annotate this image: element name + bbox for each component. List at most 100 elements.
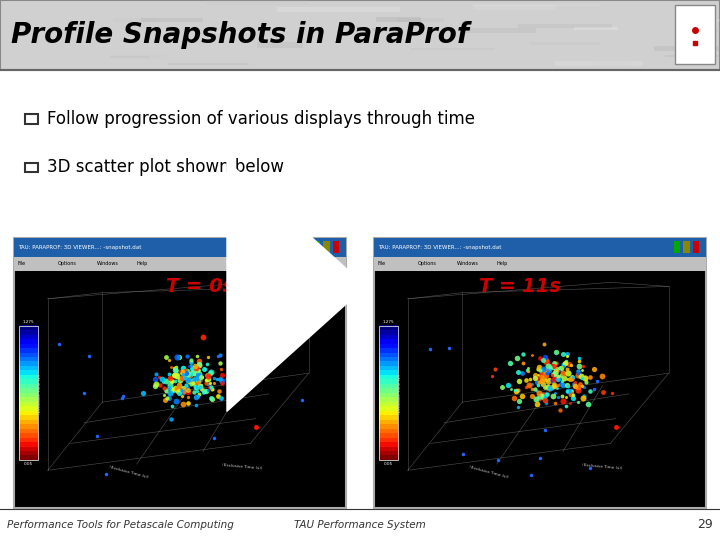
FancyBboxPatch shape — [19, 410, 37, 415]
FancyBboxPatch shape — [379, 406, 397, 411]
FancyBboxPatch shape — [379, 433, 397, 437]
FancyBboxPatch shape — [14, 256, 346, 271]
FancyBboxPatch shape — [379, 348, 397, 353]
FancyBboxPatch shape — [379, 420, 397, 424]
FancyBboxPatch shape — [19, 379, 37, 384]
FancyBboxPatch shape — [19, 370, 37, 375]
FancyBboxPatch shape — [397, 17, 444, 22]
FancyBboxPatch shape — [518, 24, 612, 28]
FancyBboxPatch shape — [379, 442, 397, 447]
Text: (Exclusive Time (s)): (Exclusive Time (s)) — [582, 463, 623, 470]
Text: Windows: Windows — [97, 261, 119, 266]
Text: Performance Tools for Petascale Computing: Performance Tools for Petascale Computin… — [7, 520, 234, 530]
FancyBboxPatch shape — [474, 4, 556, 10]
FancyBboxPatch shape — [379, 330, 397, 335]
Text: (Exclusive Time (s)): (Exclusive Time (s)) — [469, 465, 509, 480]
Text: Windows: Windows — [457, 261, 479, 266]
FancyBboxPatch shape — [374, 256, 706, 271]
FancyBboxPatch shape — [212, 31, 248, 33]
Text: Options: Options — [58, 261, 76, 266]
FancyBboxPatch shape — [379, 393, 397, 397]
FancyBboxPatch shape — [19, 424, 37, 429]
Text: (Exclusive Time (s)): (Exclusive Time (s)) — [222, 463, 263, 470]
Text: Help: Help — [497, 261, 508, 266]
Text: 1.275: 1.275 — [382, 320, 395, 324]
FancyBboxPatch shape — [411, 48, 495, 50]
FancyBboxPatch shape — [379, 437, 397, 442]
FancyBboxPatch shape — [674, 241, 680, 253]
FancyBboxPatch shape — [19, 437, 37, 442]
FancyBboxPatch shape — [19, 428, 37, 433]
FancyBboxPatch shape — [379, 361, 397, 366]
FancyBboxPatch shape — [379, 366, 397, 370]
Text: 29: 29 — [697, 518, 713, 531]
FancyBboxPatch shape — [372, 28, 390, 31]
FancyBboxPatch shape — [379, 415, 397, 420]
FancyBboxPatch shape — [19, 442, 37, 447]
FancyBboxPatch shape — [379, 370, 397, 375]
Text: Follow progression of various displays through time: Follow progression of various displays t… — [47, 110, 474, 128]
FancyBboxPatch shape — [531, 42, 600, 45]
Text: Profile Snapshots in ParaProf: Profile Snapshots in ParaProf — [11, 21, 469, 49]
FancyBboxPatch shape — [14, 238, 346, 508]
FancyBboxPatch shape — [19, 451, 37, 455]
FancyBboxPatch shape — [19, 433, 37, 437]
FancyBboxPatch shape — [379, 410, 397, 415]
Text: TAU: PARAPROF: 3D VIEWER...: -snapshot.dat: TAU: PARAPROF: 3D VIEWER...: -snapshot.d… — [18, 245, 141, 249]
FancyBboxPatch shape — [19, 446, 37, 451]
Text: File: File — [18, 261, 26, 266]
FancyBboxPatch shape — [654, 45, 720, 51]
FancyBboxPatch shape — [379, 397, 397, 402]
FancyBboxPatch shape — [19, 383, 37, 388]
FancyBboxPatch shape — [374, 238, 706, 256]
FancyBboxPatch shape — [19, 348, 37, 353]
FancyBboxPatch shape — [379, 383, 397, 388]
FancyBboxPatch shape — [19, 388, 37, 393]
FancyBboxPatch shape — [379, 455, 397, 460]
FancyBboxPatch shape — [379, 334, 397, 339]
FancyBboxPatch shape — [206, 0, 309, 5]
FancyBboxPatch shape — [110, 56, 149, 58]
FancyBboxPatch shape — [19, 357, 37, 361]
FancyBboxPatch shape — [683, 241, 690, 253]
FancyBboxPatch shape — [379, 326, 397, 330]
FancyBboxPatch shape — [19, 334, 37, 339]
Text: 0.05: 0.05 — [384, 462, 393, 466]
FancyBboxPatch shape — [379, 379, 397, 384]
FancyBboxPatch shape — [314, 241, 320, 253]
FancyBboxPatch shape — [376, 17, 421, 22]
FancyBboxPatch shape — [19, 420, 37, 424]
FancyBboxPatch shape — [19, 397, 37, 402]
Text: T = 11s: T = 11s — [479, 276, 561, 296]
Text: TAU: PARAPROF: 3D VIEWER...: -snapshot.dat: TAU: PARAPROF: 3D VIEWER...: -snapshot.d… — [378, 245, 501, 249]
FancyBboxPatch shape — [379, 343, 397, 348]
Text: (Exclusive Time (s)): (Exclusive Time (s)) — [398, 374, 402, 414]
FancyBboxPatch shape — [379, 451, 397, 455]
FancyBboxPatch shape — [472, 4, 599, 5]
Text: File: File — [378, 261, 386, 266]
FancyBboxPatch shape — [379, 388, 397, 393]
Text: (Exclusive Time (s)): (Exclusive Time (s)) — [109, 465, 149, 480]
FancyBboxPatch shape — [374, 238, 706, 508]
FancyBboxPatch shape — [691, 19, 720, 22]
FancyBboxPatch shape — [665, 55, 720, 57]
FancyBboxPatch shape — [333, 241, 339, 253]
FancyBboxPatch shape — [379, 402, 397, 406]
Text: (Exclusive Time (s)): (Exclusive Time (s)) — [38, 374, 42, 414]
FancyBboxPatch shape — [379, 424, 397, 429]
Text: T = 0s: T = 0s — [166, 276, 234, 296]
FancyBboxPatch shape — [277, 7, 400, 12]
FancyBboxPatch shape — [0, 0, 720, 70]
FancyBboxPatch shape — [379, 375, 397, 380]
FancyBboxPatch shape — [19, 406, 37, 411]
FancyBboxPatch shape — [168, 63, 249, 65]
FancyBboxPatch shape — [574, 26, 618, 30]
FancyBboxPatch shape — [19, 366, 37, 370]
FancyBboxPatch shape — [379, 446, 397, 451]
FancyBboxPatch shape — [19, 375, 37, 380]
FancyBboxPatch shape — [19, 352, 37, 357]
FancyBboxPatch shape — [693, 241, 699, 253]
FancyBboxPatch shape — [712, 30, 720, 32]
FancyBboxPatch shape — [555, 61, 643, 66]
FancyBboxPatch shape — [257, 42, 304, 48]
